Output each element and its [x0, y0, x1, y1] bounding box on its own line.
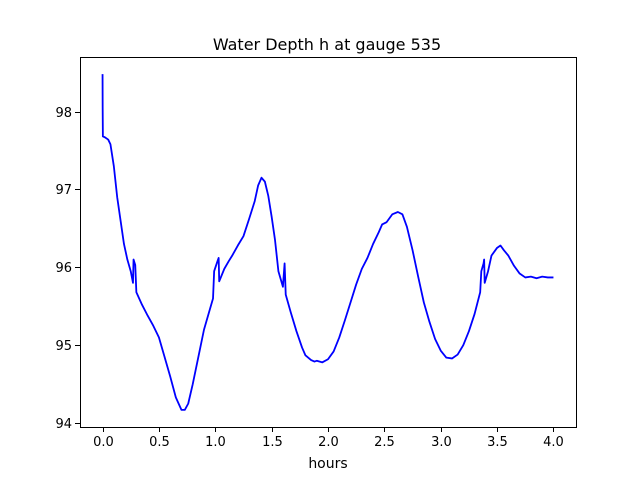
y-tick-label: 95: [55, 339, 72, 354]
x-tick-label: 0.5: [149, 435, 170, 450]
x-axis-label: hours: [308, 456, 347, 472]
x-tick-label: 2.0: [318, 435, 339, 450]
x-tick-label: 3.0: [431, 435, 452, 450]
x-tick-label: 1.0: [205, 435, 226, 450]
x-tick-label: 0.0: [93, 435, 114, 450]
y-tick-label: 97: [55, 183, 72, 198]
chart-title: Water Depth h at gauge 535: [213, 35, 441, 54]
axes-frame: [80, 57, 577, 428]
plot-area: [101, 74, 554, 411]
y-tick-label: 96: [55, 261, 72, 276]
y-axis: 94 95 96 97 98: [55, 106, 80, 432]
x-tick-label: 3.5: [487, 435, 508, 450]
series-line: [101, 74, 554, 411]
y-tick-label: 94: [55, 417, 72, 432]
x-tick-label: 2.5: [374, 435, 395, 450]
x-axis: 0.0 0.5 1.0 1.5 2.0 2.5 3.0 3.5 4.0: [93, 427, 564, 450]
x-tick-label: 4.0: [543, 435, 564, 450]
y-tick-label: 98: [55, 106, 72, 121]
x-tick-label: 1.5: [262, 435, 283, 450]
